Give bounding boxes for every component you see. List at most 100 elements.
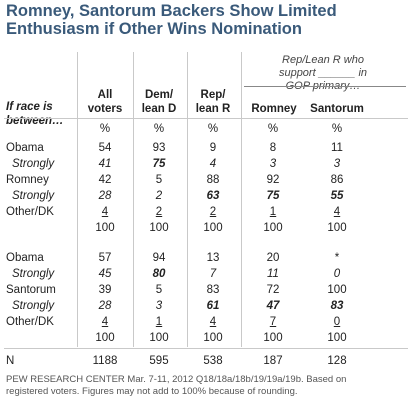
- percent-sign-cell: %: [207, 123, 219, 135]
- table-cell: 8: [269, 142, 277, 154]
- table-cell: 100: [327, 284, 347, 296]
- table-cell: 61: [206, 300, 220, 312]
- table-cell: 83: [330, 300, 344, 312]
- row-label: N: [6, 355, 15, 367]
- table-cell: 11: [267, 268, 279, 280]
- table-cell: 83: [206, 284, 220, 296]
- table-cell: 100: [203, 332, 223, 344]
- table-cell: 13: [206, 252, 220, 264]
- sample-size-cell: 187: [263, 355, 283, 367]
- table-cell: 41: [98, 158, 112, 170]
- table-cell: 9: [209, 142, 217, 154]
- column-header-rep: Rep/ lean R: [188, 88, 238, 116]
- column-divider: [187, 52, 188, 347]
- column-header-line: Dem/: [144, 89, 174, 101]
- table-cell: 80: [152, 268, 166, 280]
- table-cell: 93: [152, 142, 166, 154]
- table-cell: 0: [333, 316, 341, 328]
- table-cell: 55: [330, 190, 344, 202]
- column-header-dem: Dem/ lean D: [134, 88, 184, 116]
- table-cell: 100: [203, 222, 223, 234]
- table-cell: 54: [98, 142, 112, 154]
- column-header-line: All: [97, 89, 113, 101]
- column-header-all-voters: All voters: [80, 88, 130, 116]
- table-cell: 2: [155, 190, 163, 202]
- percent-sign-cell: %: [331, 123, 343, 135]
- table-cell: 4: [101, 316, 109, 328]
- source-note-line: PEW RESEARCH CENTER Mar. 7-11, 2012 Q18/…: [6, 374, 347, 385]
- table-cell: 3: [333, 158, 341, 170]
- race-label-line: If race is: [6, 101, 53, 113]
- table-cell: 100: [327, 332, 347, 344]
- table-cell: 100: [263, 332, 283, 344]
- column-header-line: [244, 88, 304, 102]
- table-cell: 100: [95, 222, 115, 234]
- sample-size-cell: 1188: [92, 355, 118, 367]
- sample-size-cell: 595: [149, 355, 169, 367]
- table-cell: 2: [209, 206, 217, 218]
- source-note: PEW RESEARCH CENTER Mar. 7-11, 2012 Q18/…: [6, 374, 406, 398]
- table-cell: 47: [266, 300, 280, 312]
- row-label: Strongly: [12, 158, 55, 170]
- table-cell: 28: [98, 190, 112, 202]
- subheader-divider: [244, 86, 406, 87]
- table-cell: 100: [149, 332, 169, 344]
- title-line-2: Enthusiasm if Other Wins Nomination: [6, 20, 302, 38]
- table-cell: 72: [266, 284, 280, 296]
- primary-support-subheader: Rep/Lean R who support ______ in GOP pri…: [240, 54, 406, 93]
- race-label-line: between…: [6, 115, 64, 127]
- column-header-line: voters: [87, 103, 123, 115]
- table-cell: *: [334, 252, 340, 264]
- row-label: Obama: [6, 142, 44, 154]
- table-cell: 75: [266, 190, 280, 202]
- page-title: Romney, Santorum Backers Show Limited En…: [6, 2, 406, 38]
- table-cell: 45: [98, 268, 112, 280]
- table-cell: 4: [209, 316, 217, 328]
- table-cell: 57: [98, 252, 112, 264]
- table-cell: 4: [101, 206, 109, 218]
- row-label: Other/DK: [6, 316, 54, 328]
- column-header-line: [304, 88, 370, 102]
- table-cell: 88: [206, 174, 220, 186]
- table-cell: 3: [155, 300, 163, 312]
- row-label: Strongly: [12, 300, 55, 312]
- column-header-santorum: Santorum: [304, 88, 370, 116]
- table-cell: 2: [155, 206, 163, 218]
- percent-sign-cell: %: [99, 123, 111, 135]
- row-label: Romney: [6, 174, 49, 186]
- subheader-line-2: support ______ in: [278, 67, 368, 79]
- table-cell: 5: [155, 284, 163, 296]
- table-cell: 75: [152, 158, 166, 170]
- sample-size-cell: 128: [327, 355, 347, 367]
- table-cell: 100: [95, 332, 115, 344]
- column-divider: [133, 52, 134, 347]
- table-cell: 0: [333, 268, 341, 280]
- table-cell: 39: [98, 284, 112, 296]
- table-cell: 100: [149, 222, 169, 234]
- table-cell: 20: [266, 252, 280, 264]
- table-cell: 4: [333, 206, 341, 218]
- column-header-line: Santorum: [310, 103, 364, 115]
- row-label: Strongly: [12, 268, 55, 280]
- table-cell: 28: [98, 300, 112, 312]
- table-cell: 92: [266, 174, 280, 186]
- column-header-romney: Romney: [244, 88, 304, 116]
- table-cell: 100: [327, 222, 347, 234]
- table-cell: 7: [269, 316, 277, 328]
- table-cell: 7: [209, 268, 217, 280]
- row-label: Santorum: [6, 284, 56, 296]
- table-cell: 3: [269, 158, 277, 170]
- column-header-line: lean R: [195, 103, 231, 115]
- row-label: Obama: [6, 252, 44, 264]
- row-label: Strongly: [12, 190, 55, 202]
- table-cell: 5: [155, 174, 163, 186]
- sample-size-cell: 538: [203, 355, 223, 367]
- table-cell: 42: [98, 174, 112, 186]
- table-cell: 11: [331, 142, 343, 154]
- footer-divider: [4, 348, 408, 349]
- header-divider: [4, 118, 408, 119]
- table-cell: 1: [155, 316, 163, 328]
- percent-sign-cell: %: [153, 123, 165, 135]
- table-cell: 94: [152, 252, 166, 264]
- column-divider: [241, 52, 242, 347]
